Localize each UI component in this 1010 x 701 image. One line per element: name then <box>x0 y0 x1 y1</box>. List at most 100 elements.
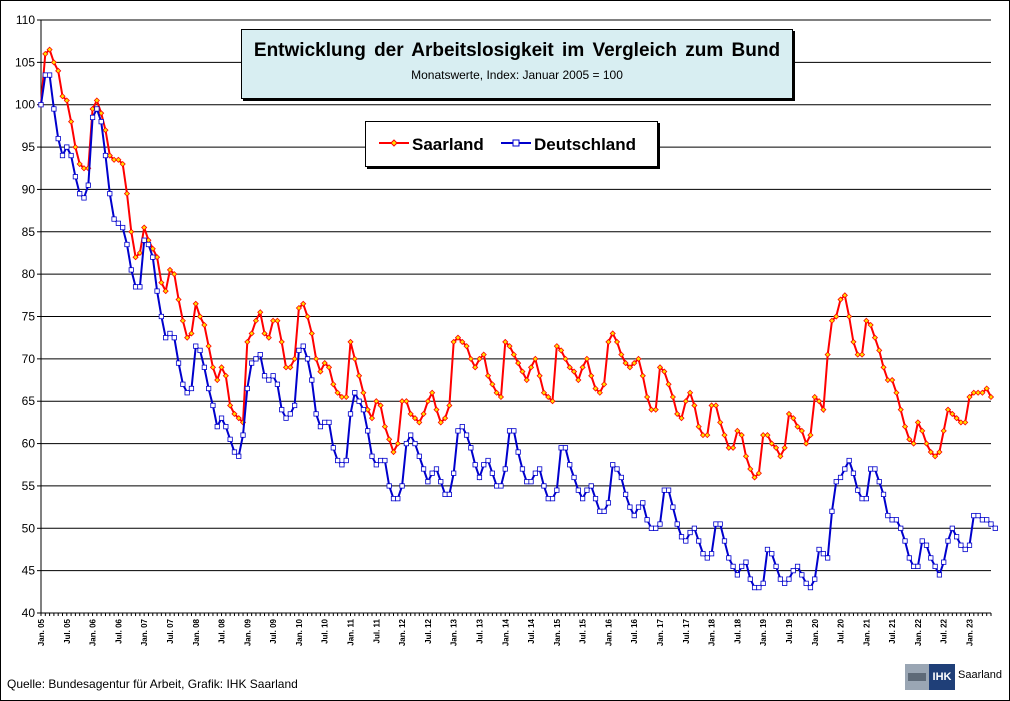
data-point-saarland <box>325 364 333 371</box>
data-point-deutschland <box>549 496 556 502</box>
data-point-saarland <box>106 152 113 159</box>
data-point-deutschland <box>81 195 87 201</box>
data-point-saarland <box>957 419 964 426</box>
y-tick-label: 110 <box>16 13 35 27</box>
data-point-saarland <box>420 410 427 417</box>
data-point-saarland <box>901 423 909 430</box>
y-tick-label: 70 <box>22 352 36 366</box>
x-tick-label: Jul. 14 <box>527 618 536 643</box>
x-tick-label: Jan. 22 <box>914 618 923 646</box>
data-point-deutschland <box>145 241 152 248</box>
data-point-saarland <box>368 415 376 422</box>
data-point-saarland <box>93 97 100 104</box>
data-point-deutschland <box>442 491 448 498</box>
data-point-deutschland <box>635 504 642 510</box>
x-tick-label: Jan. 13 <box>450 618 459 646</box>
data-point-saarland <box>553 343 560 350</box>
data-point-deutschland <box>330 445 336 451</box>
data-point-deutschland <box>666 487 672 493</box>
data-point-saarland <box>751 474 758 481</box>
data-point-saarland <box>631 360 638 367</box>
data-point-saarland <box>532 355 539 362</box>
data-point-deutschland <box>880 491 887 498</box>
data-point-deutschland <box>446 491 452 498</box>
data-point-saarland <box>975 389 982 396</box>
data-point-saarland <box>777 453 784 460</box>
data-point-deutschland <box>433 466 440 472</box>
data-point-deutschland <box>494 483 500 489</box>
data-point-saarland <box>914 419 921 426</box>
data-point-saarland <box>454 334 462 341</box>
data-point-saarland <box>824 351 831 358</box>
data-point-saarland <box>889 376 896 384</box>
data-point-saarland <box>278 338 285 345</box>
data-point-deutschland <box>451 470 457 476</box>
data-point-deutschland <box>971 512 977 519</box>
x-tick-label: Jan. 17 <box>656 618 665 646</box>
data-point-saarland <box>768 440 775 447</box>
data-point-saarland <box>708 402 715 409</box>
data-point-saarland <box>502 338 509 345</box>
y-tick-label: 40 <box>22 606 36 620</box>
data-point-saarland <box>429 389 436 396</box>
data-point-saarland <box>558 347 565 354</box>
data-point-deutschland <box>627 504 633 510</box>
data-point-saarland <box>459 338 466 345</box>
data-point-deutschland <box>455 428 461 434</box>
data-point-deutschland <box>911 563 917 570</box>
data-point-deutschland <box>459 424 465 430</box>
data-point-deutschland <box>794 563 801 570</box>
data-point-saarland <box>295 304 302 312</box>
data-point-saarland <box>484 372 492 379</box>
y-tick-label: 60 <box>22 437 36 451</box>
data-point-saarland <box>527 364 535 371</box>
data-point-deutschland <box>94 106 100 112</box>
data-point-deutschland <box>618 474 624 481</box>
data-point-saarland <box>227 402 234 409</box>
data-point-deutschland <box>902 538 908 544</box>
data-point-deutschland <box>610 462 616 468</box>
data-point-saarland <box>923 440 930 447</box>
logo-region-text: Saarland <box>958 669 1003 681</box>
data-point-saarland <box>695 423 702 430</box>
legend-label-deutschland: Deutschland <box>534 135 637 154</box>
data-point-saarland <box>940 427 947 434</box>
data-point-deutschland <box>928 555 934 561</box>
data-point-saarland <box>119 160 126 168</box>
data-point-deutschland <box>309 377 315 383</box>
data-point-deutschland <box>893 517 900 523</box>
data-point-deutschland <box>554 487 560 493</box>
data-point-deutschland <box>683 538 689 544</box>
data-point-deutschland <box>313 411 319 417</box>
x-tick-label: Jul. 15 <box>579 618 588 643</box>
y-tick-label: 105 <box>15 55 35 69</box>
data-point-saarland <box>321 360 328 367</box>
x-tick-label: Jul. 06 <box>114 618 123 643</box>
data-point-saarland <box>755 470 762 477</box>
data-point-deutschland <box>399 483 405 489</box>
data-point-saarland <box>566 364 573 371</box>
data-point-saarland <box>545 393 552 401</box>
data-point-saarland <box>158 279 165 286</box>
data-point-saarland <box>59 93 66 100</box>
data-point-deutschland <box>558 445 564 451</box>
data-point-deutschland <box>670 504 676 510</box>
data-point-deutschland <box>511 428 517 434</box>
data-point-deutschland <box>274 381 281 387</box>
data-point-saarland <box>377 402 384 409</box>
x-tick-label: Jan. 05 <box>37 618 46 646</box>
data-point-deutschland <box>949 525 955 531</box>
data-point-deutschland <box>167 330 173 337</box>
data-point-deutschland <box>175 360 182 366</box>
data-point-deutschland <box>631 512 637 519</box>
data-point-deutschland <box>846 457 852 464</box>
data-point-deutschland <box>210 402 216 409</box>
data-point-saarland <box>506 343 513 350</box>
data-point-deutschland <box>524 479 530 485</box>
data-point-saarland <box>618 351 625 358</box>
x-tick-label: Jul. 19 <box>785 618 794 643</box>
data-point-saarland <box>661 368 668 375</box>
data-point-deutschland <box>128 267 134 273</box>
data-point-deutschland <box>966 542 973 548</box>
